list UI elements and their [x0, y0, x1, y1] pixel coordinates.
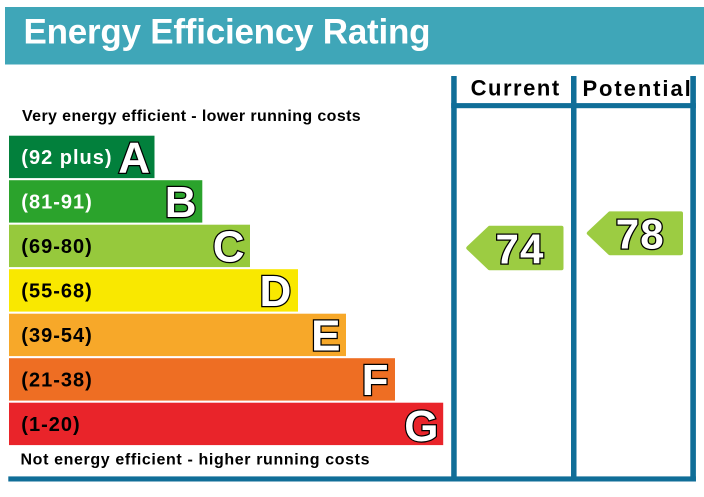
- svg-text:(92 plus): (92 plus): [21, 147, 112, 169]
- svg-text:Energy Efficiency Rating: Energy Efficiency Rating: [24, 13, 431, 52]
- svg-text:A: A: [118, 133, 150, 182]
- svg-text:Very energy efficient - lower: Very energy efficient - lower running co…: [22, 108, 361, 125]
- svg-text:E: E: [311, 311, 340, 360]
- svg-text:C: C: [213, 222, 245, 271]
- svg-text:74: 74: [495, 225, 544, 272]
- svg-text:(39-54): (39-54): [21, 325, 92, 347]
- svg-text:(69-80): (69-80): [21, 236, 92, 258]
- svg-text:(81-91): (81-91): [21, 192, 92, 214]
- svg-text:Current: Current: [471, 76, 560, 101]
- svg-text:G: G: [404, 402, 438, 451]
- svg-text:(21-38): (21-38): [21, 370, 92, 392]
- svg-text:B: B: [165, 178, 197, 227]
- svg-text:Not energy efficient - higher: Not energy efficient - higher running co…: [21, 451, 370, 468]
- svg-text:F: F: [362, 356, 389, 405]
- svg-text:78: 78: [616, 211, 665, 258]
- svg-text:(1-20): (1-20): [21, 414, 80, 436]
- svg-text:(55-68): (55-68): [21, 281, 92, 303]
- svg-text:D: D: [260, 267, 292, 316]
